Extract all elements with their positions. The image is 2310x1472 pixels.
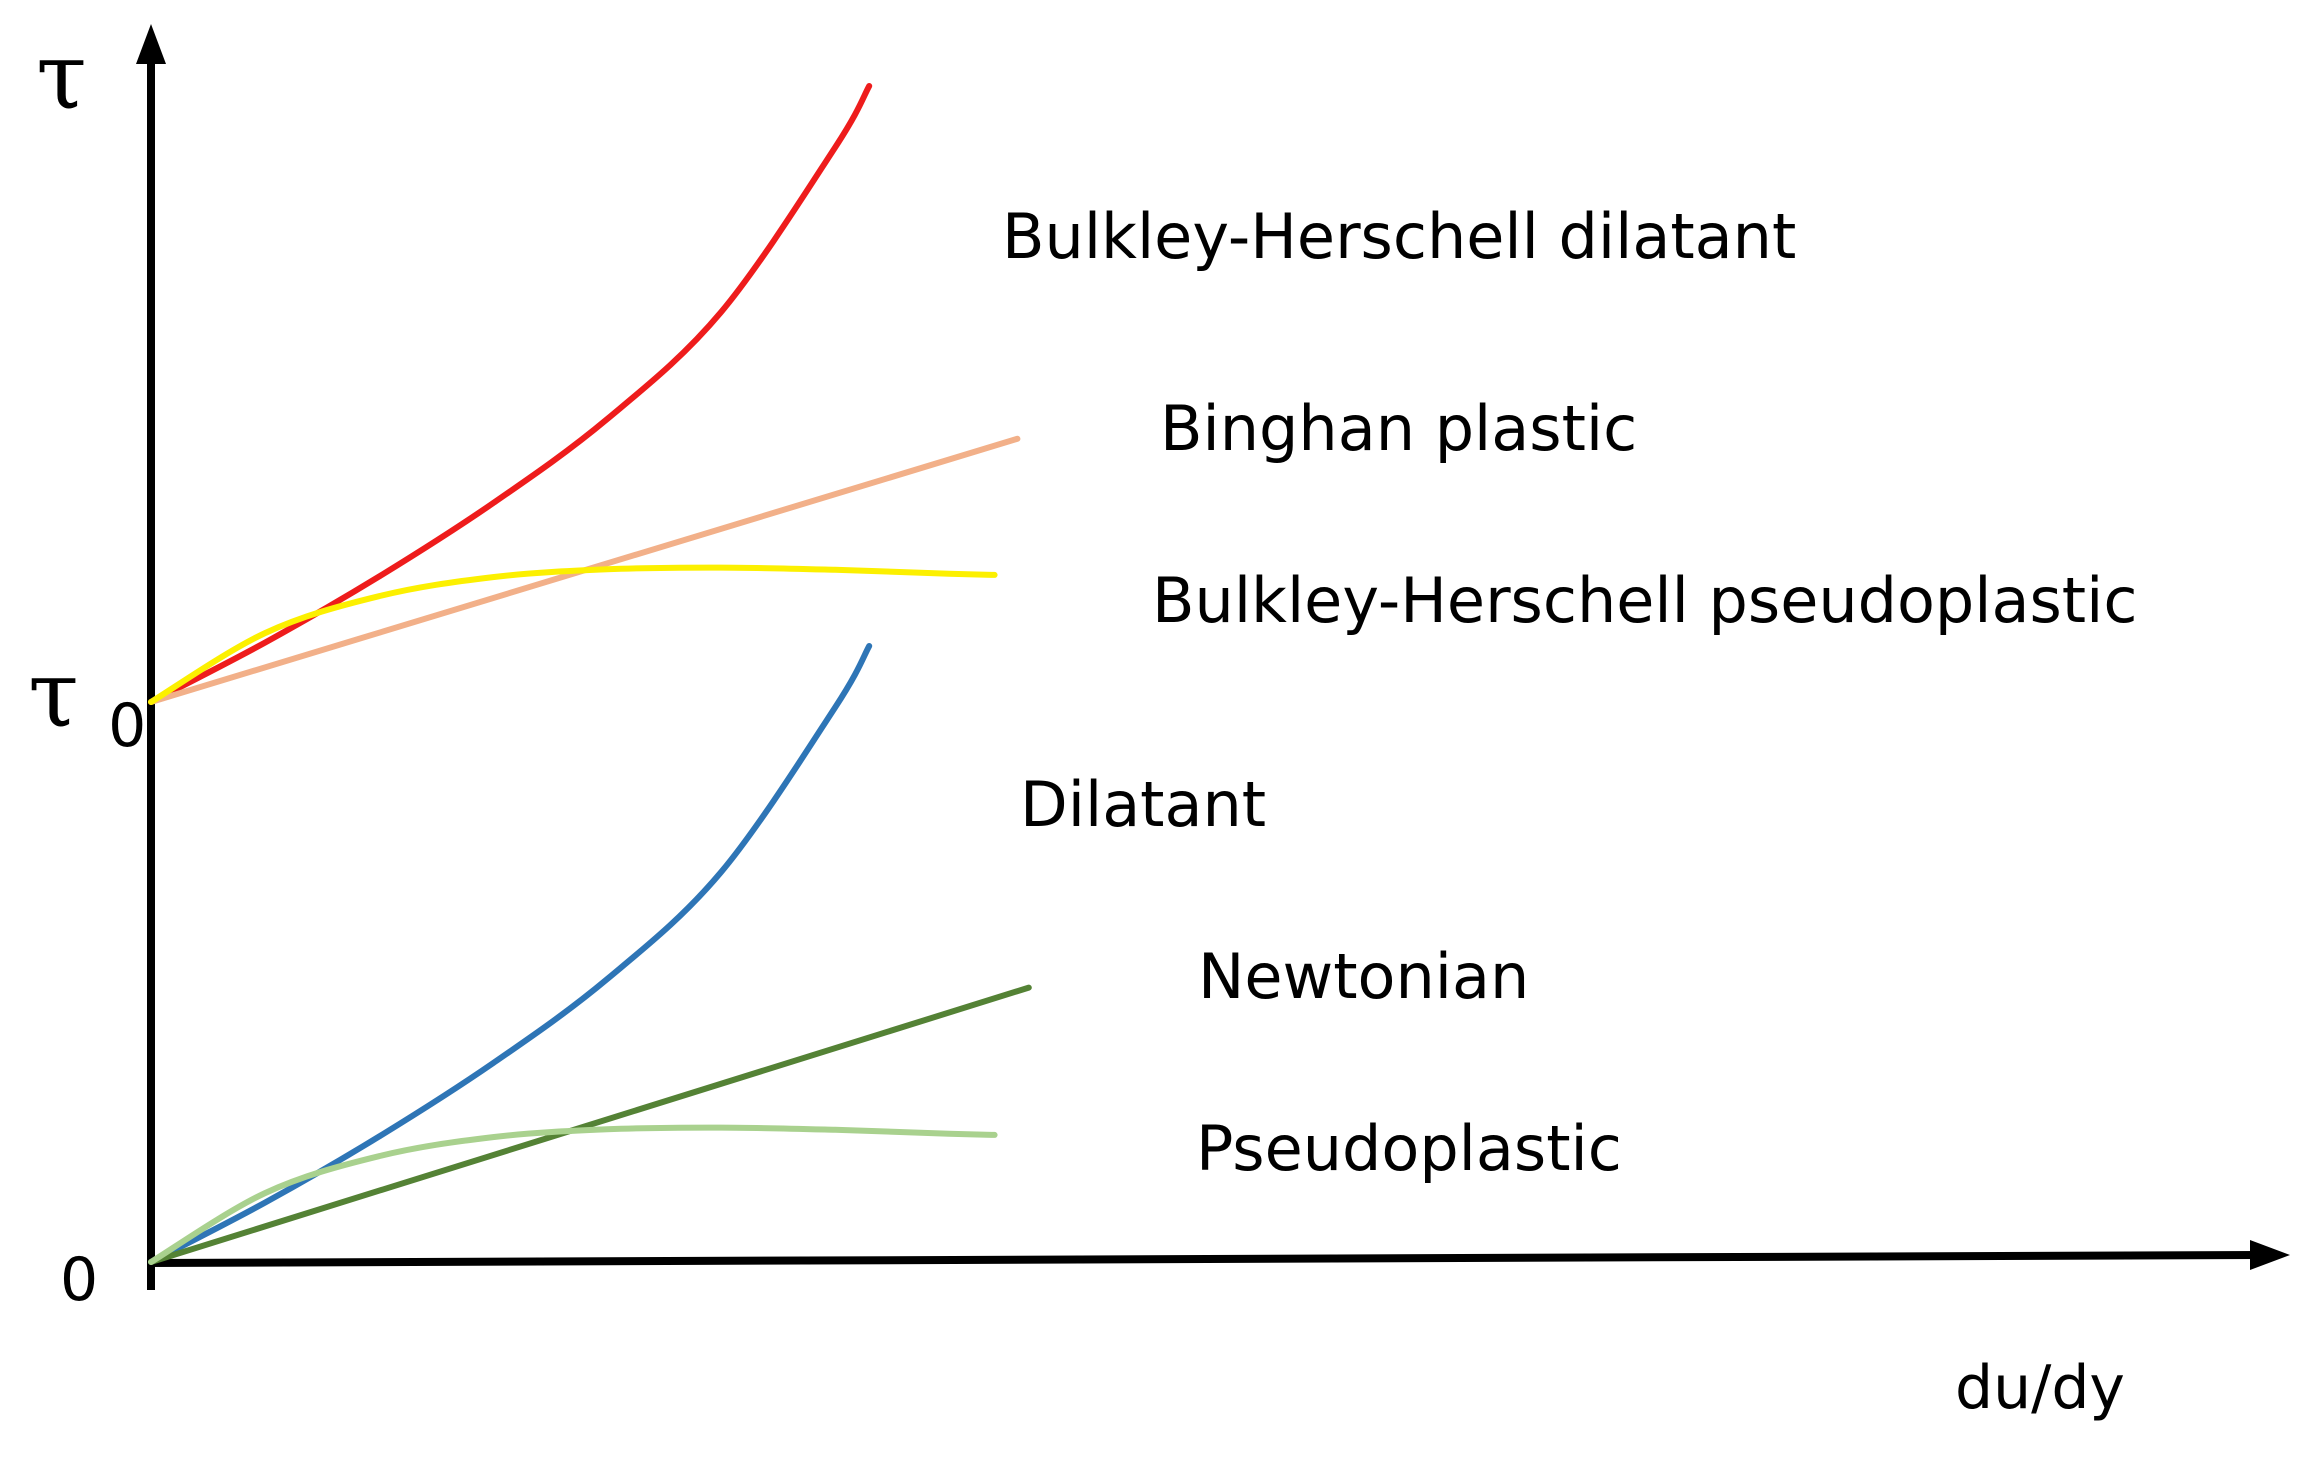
y-axis-label: τ: [36, 23, 87, 130]
y-tick-label-zero: 0: [60, 1245, 98, 1315]
series-label-bh-dilatant: Bulkley-Herschell dilatant: [1002, 200, 1796, 273]
series-line-bh-pseudoplastic: [148, 564, 998, 705]
y-tick-0: 0: [60, 1245, 98, 1315]
series-label-pseudoplastic: Pseudoplastic: [1196, 1112, 1622, 1185]
svg-text:τ 0: τ 0: [28, 641, 146, 761]
y-axis-arrowhead: [136, 24, 166, 64]
series-labels: Bulkley-Herschell dilatant Binghan plast…: [1002, 200, 2137, 1185]
y-tick-label-tau: τ: [28, 641, 79, 748]
series-label-dilatant: Dilatant: [1020, 768, 1266, 841]
y-tick-label-tau-sub: 0: [108, 691, 146, 761]
x-axis-label: du/dy: [1955, 1353, 2125, 1423]
series-line-bh-dilatant: [148, 83, 873, 705]
series-label-bh-pseudoplastic: Bulkley-Herschell pseudoplastic: [1152, 564, 2137, 637]
series-line-dilatant: [148, 643, 873, 1265]
x-axis: [149, 1251, 2259, 1267]
axes: [136, 24, 2290, 1290]
y-tick-tau0: τ 0: [28, 641, 146, 761]
series-label-bingham-plastic: Binghan plastic: [1160, 392, 1637, 465]
series-line-pseudoplastic: [148, 1124, 998, 1265]
series-line-newtonian: [148, 984, 1032, 1265]
series-label-newtonian: Newtonian: [1198, 940, 1529, 1013]
x-axis-arrowhead: [2250, 1240, 2290, 1270]
series-lines: [148, 83, 1032, 1265]
